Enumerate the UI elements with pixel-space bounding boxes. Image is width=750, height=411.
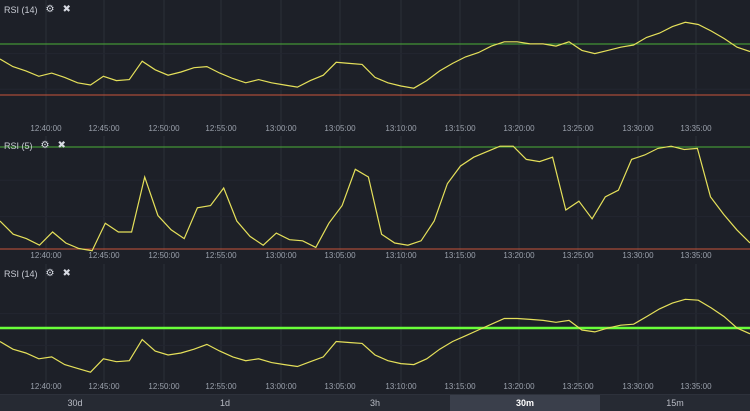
time-tick-label: 12:55:00	[205, 124, 237, 133]
time-tick-label: 13:15:00	[444, 382, 476, 391]
timeframe-3h[interactable]: 3h	[369, 398, 380, 408]
time-tick-label: 13:30:00	[622, 124, 654, 133]
pane-header-1: RSI (14) ⚙ ✖	[4, 2, 71, 18]
timeframe-15m[interactable]: 15m	[666, 398, 684, 408]
time-tick-label: 13:25:00	[562, 251, 594, 260]
time-tick-label: 12:40:00	[30, 382, 62, 391]
timeframe-1d[interactable]: 1d	[219, 398, 230, 408]
time-tick-label: 13:10:00	[385, 382, 417, 391]
indicator-pane-3: 12:40:00 12:45:00 12:50:00 12:55:00 13:00:00…	[0, 264, 750, 394]
timeframe-30m[interactable]: 30m	[450, 395, 600, 411]
time-tick-label: 13:05:00	[324, 124, 356, 133]
time-tick-label: 12:55:00	[205, 382, 237, 391]
pane-header-2: RSI (5) ⚙ ✖	[4, 138, 66, 154]
gear-icon[interactable]: ⚙	[40, 140, 50, 151]
rsi-chart-3[interactable]: 12:40:00 12:45:00 12:50:00 12:55:00 13:00:00…	[0, 264, 750, 394]
time-tick-label: 12:45:00	[88, 382, 120, 391]
time-tick-label: 13:20:00	[503, 251, 535, 260]
time-tick-label: 13:20:00	[503, 124, 535, 133]
time-tick-label: 13:35:00	[680, 382, 712, 391]
indicator-pane-1: 12:40:00 12:45:00 12:50:00 12:55:00 13:00:00…	[0, 0, 750, 136]
indicator-pane-2: 12:40:00 12:45:00 12:50:00 12:55:00 13:00:00…	[0, 136, 750, 264]
time-tick-label: 12:50:00	[148, 251, 180, 260]
time-tick-label: 13:05:00	[324, 382, 356, 391]
time-tick-label: 13:35:00	[680, 251, 712, 260]
time-tick-label: 12:55:00	[205, 251, 237, 260]
pane-header-3: RSI (14) ⚙ ✖	[4, 266, 71, 282]
time-tick-label: 13:10:00	[385, 251, 417, 260]
rsi-line	[0, 145, 750, 252]
time-tick-label: 13:00:00	[265, 124, 297, 133]
indicator-label: RSI (14)	[4, 5, 38, 15]
indicator-label: RSI (5)	[4, 141, 33, 151]
timeframe-30d[interactable]: 30d	[67, 398, 83, 408]
time-tick-label: 12:50:00	[148, 124, 180, 133]
time-tick-label: 13:25:00	[562, 124, 594, 133]
rsi-chart-1[interactable]: 12:40:00 12:45:00 12:50:00 12:55:00 13:00:00…	[0, 0, 750, 136]
time-tick-label: 13:05:00	[324, 251, 356, 260]
time-tick-label: 12:40:00	[30, 251, 62, 260]
time-tick-label: 13:15:00	[444, 251, 476, 260]
time-tick-label: 13:35:00	[680, 124, 712, 133]
time-tick-label: 12:50:00	[148, 382, 180, 391]
close-icon[interactable]: ✖	[62, 4, 71, 15]
close-icon[interactable]: ✖	[62, 268, 71, 279]
time-tick-label: 13:15:00	[444, 124, 476, 133]
time-tick-label: 13:10:00	[385, 124, 417, 133]
time-tick-label: 12:45:00	[88, 251, 120, 260]
time-tick-label: 13:30:00	[622, 382, 654, 391]
time-tick-label: 13:20:00	[503, 382, 535, 391]
gear-icon[interactable]: ⚙	[45, 268, 55, 279]
indicator-label: RSI (14)	[4, 269, 38, 279]
rsi-line	[0, 298, 750, 373]
gear-icon[interactable]: ⚙	[45, 4, 55, 15]
time-tick-label: 13:00:00	[265, 251, 297, 260]
time-tick-label: 12:45:00	[88, 124, 120, 133]
time-tick-label: 12:40:00	[30, 124, 62, 133]
close-icon[interactable]: ✖	[57, 140, 66, 151]
rsi-line	[0, 21, 750, 89]
timeframe-bar: 30d 1d 3h 30m 15m	[0, 394, 750, 411]
time-tick-label: 13:25:00	[562, 382, 594, 391]
rsi-chart-2[interactable]: 12:40:00 12:45:00 12:50:00 12:55:00 13:00:00…	[0, 136, 750, 264]
time-tick-label: 13:00:00	[265, 382, 297, 391]
time-tick-label: 13:30:00	[622, 251, 654, 260]
